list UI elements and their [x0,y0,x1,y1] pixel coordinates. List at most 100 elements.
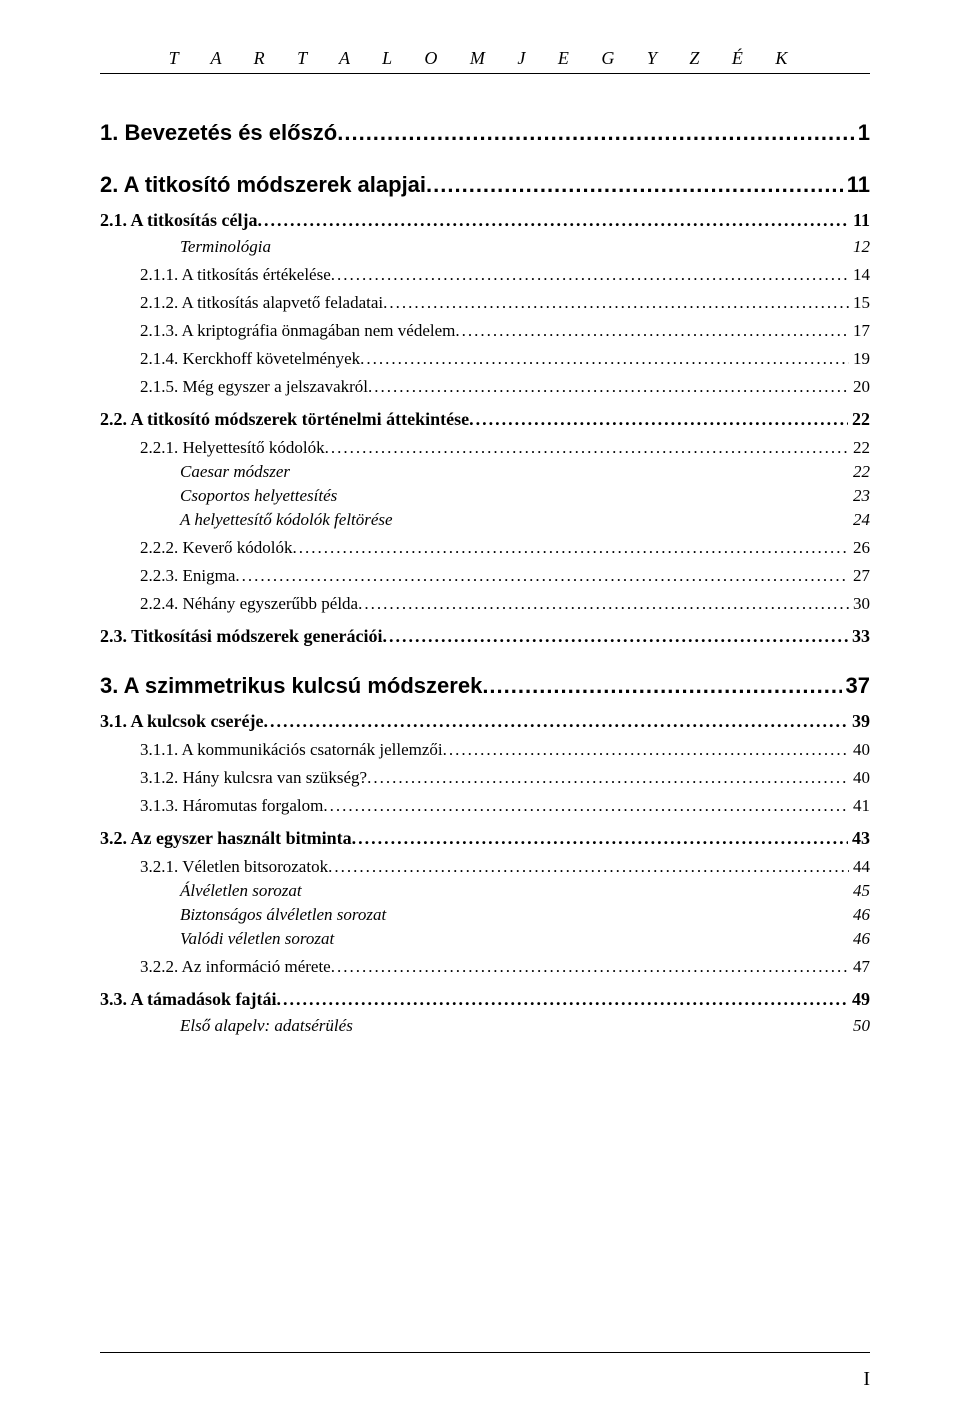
toc-entry-page: 15 [849,293,870,313]
toc-entry-label: 2.2. A titkosító módszerek történelmi át… [100,409,469,430]
toc-entry: 3.1.1. A kommunikációs csatornák jellemz… [100,740,870,760]
toc-entry: 2.2.4. Néhány egyszerűbb példa 30 [100,594,870,614]
toc-entry-page: 33 [848,626,870,647]
page-number: I [863,1368,870,1391]
toc-entry-page: 39 [848,711,870,732]
toc-entry-page: 23 [849,486,870,506]
toc-entry-page: 24 [849,510,870,530]
toc-entry-label: 3.2. Az egyszer használt bitminta [100,828,352,849]
toc-entry-page: 1 [854,120,870,146]
toc-entry: 3. A szimmetrikus kulcsú módszerek37 [100,673,870,699]
toc-entry: 2.1. A titkosítás célja 11 [100,210,870,231]
toc-entry: 2.1.3. A kriptográfia önmagában nem véde… [100,321,870,341]
toc-entry-page: 47 [849,957,870,977]
toc-entry-label: Első alapelv: adatsérülés [180,1016,353,1036]
toc-entry-leader [352,828,848,849]
toc-entry: Caesar módszer22 [100,462,870,482]
toc-entry-label: 2.1.5. Még egyszer a jelszavakról [140,377,368,397]
toc-entry-leader [455,321,849,341]
toc-entry-label: 3.1.3. Háromutas forgalom [140,796,323,816]
toc-entry-page: 40 [849,768,870,788]
toc-entry-label: 3.2.1. Véletlen bitsorozatok [140,857,328,877]
toc-entry-label: Álvéletlen sorozat [180,881,302,901]
toc-entry-label: 3. A szimmetrikus kulcsú módszerek [100,673,482,699]
toc-entry-leader [331,957,849,977]
toc-entry-leader [331,265,849,285]
toc-entry-label: 3.3. A támadások fajtái [100,989,277,1010]
toc-entry-label: 2.2.4. Néhány egyszerűbb példa [140,594,358,614]
toc-entry-label: A helyettesítő kódolók feltörése [180,510,393,530]
header-rule [100,73,870,74]
toc-entry: Valódi véletlen sorozat46 [100,929,870,949]
toc-entry-leader [277,989,848,1010]
toc-entry-label: 2.1.3. A kriptográfia önmagában nem véde… [140,321,455,341]
toc-entry-page: 11 [849,210,870,231]
toc-entry-label: 3.1.2. Hány kulcsra van szükség? [140,768,367,788]
toc-entry: Álvéletlen sorozat 45 [100,881,870,901]
toc-entry-label: 2.2.3. Enigma [140,566,235,586]
toc-entry-label: 2.1. A titkosítás célja [100,210,258,231]
toc-entry: 2.2.2. Keverő kódolók 26 [100,538,870,558]
toc-entry-label: 2.1.4. Kerckhoff követelmények [140,349,360,369]
toc-entry-page: 50 [849,1016,870,1036]
toc-entry-leader [264,711,849,732]
toc-entry: Biztonságos álvéletlen sorozat46 [100,905,870,925]
toc-entry-page: 46 [849,929,870,949]
toc-entry-leader [383,626,849,647]
toc-entry: 1. Bevezetés és előszó 1 [100,120,870,146]
toc-entry: 3.2.2. Az információ mérete 47 [100,957,870,977]
table-of-contents: 1. Bevezetés és előszó 1 2. A titkosító mó… [100,120,870,1036]
toc-entry-page: 30 [849,594,870,614]
toc-entry-leader [367,768,849,788]
toc-entry: 2. A titkosító módszerek alapjai 11 [100,172,870,198]
toc-entry: 3.2. Az egyszer használt bitminta 43 [100,828,870,849]
toc-entry-label: 2.3. Titkosítási módszerek generációi [100,626,383,647]
toc-entry-label: 1. Bevezetés és előszó [100,120,337,146]
toc-entry-page: 27 [849,566,870,586]
toc-entry-label: 2. A titkosító módszerek alapjai [100,172,426,198]
toc-entry-leader [469,409,848,430]
toc-entry: 2.2. A titkosító módszerek történelmi át… [100,409,870,430]
header-title: T A R T A L O M J E G Y Z É K [100,48,870,69]
toc-entry-label: Terminológia [180,237,271,257]
toc-entry-page: 26 [849,538,870,558]
toc-entry: 2.1.2. A titkosítás alapvető feladatai 15 [100,293,870,313]
toc-entry-page: 17 [849,321,870,341]
toc-entry-page: 43 [848,828,870,849]
toc-entry: 3.1. A kulcsok cseréje39 [100,711,870,732]
toc-entry-page: 22 [848,409,870,430]
toc-entry-leader [323,796,849,816]
toc-entry-page: 49 [848,989,870,1010]
toc-entry-label: 2.1.1. A titkosítás értékelése [140,265,331,285]
toc-entry-label: 3.2.2. Az információ mérete [140,957,331,977]
toc-entry-leader [368,377,849,397]
toc-entry-label: 2.2.2. Keverő kódolók [140,538,293,558]
toc-entry: Terminológia 12 [100,237,870,257]
toc-entry-page: 41 [849,796,870,816]
toc-entry-leader [358,594,849,614]
toc-entry: 2.1.4. Kerckhoff követelmények 19 [100,349,870,369]
toc-entry: 3.3. A támadások fajtái 49 [100,989,870,1010]
toc-entry-leader [482,673,841,699]
toc-entry: 3.1.2. Hány kulcsra van szükség? 40 [100,768,870,788]
toc-entry-page: 40 [849,740,870,760]
toc-entry-page: 45 [849,881,870,901]
toc-entry-leader [360,349,849,369]
toc-entry-page: 12 [849,237,870,257]
toc-entry: 2.2.1. Helyettesítő kódolók22 [100,438,870,458]
toc-entry-leader [443,740,849,760]
toc-entry-label: 2.1.2. A titkosítás alapvető feladatai [140,293,383,313]
toc-entry-leader [383,293,849,313]
toc-entry-page: 14 [849,265,870,285]
toc-entry: 2.1.5. Még egyszer a jelszavakról20 [100,377,870,397]
toc-entry-page: 11 [843,172,870,198]
toc-entry-leader [426,172,843,198]
toc-entry-leader [235,566,849,586]
toc-entry-label: 2.2.1. Helyettesítő kódolók [140,438,325,458]
toc-entry-page: 19 [849,349,870,369]
toc-entry-leader [325,438,849,458]
toc-entry-label: Biztonságos álvéletlen sorozat [180,905,386,925]
toc-entry-leader [337,120,854,146]
toc-entry: 3.1.3. Háromutas forgalom 41 [100,796,870,816]
toc-entry: Első alapelv: adatsérülés 50 [100,1016,870,1036]
